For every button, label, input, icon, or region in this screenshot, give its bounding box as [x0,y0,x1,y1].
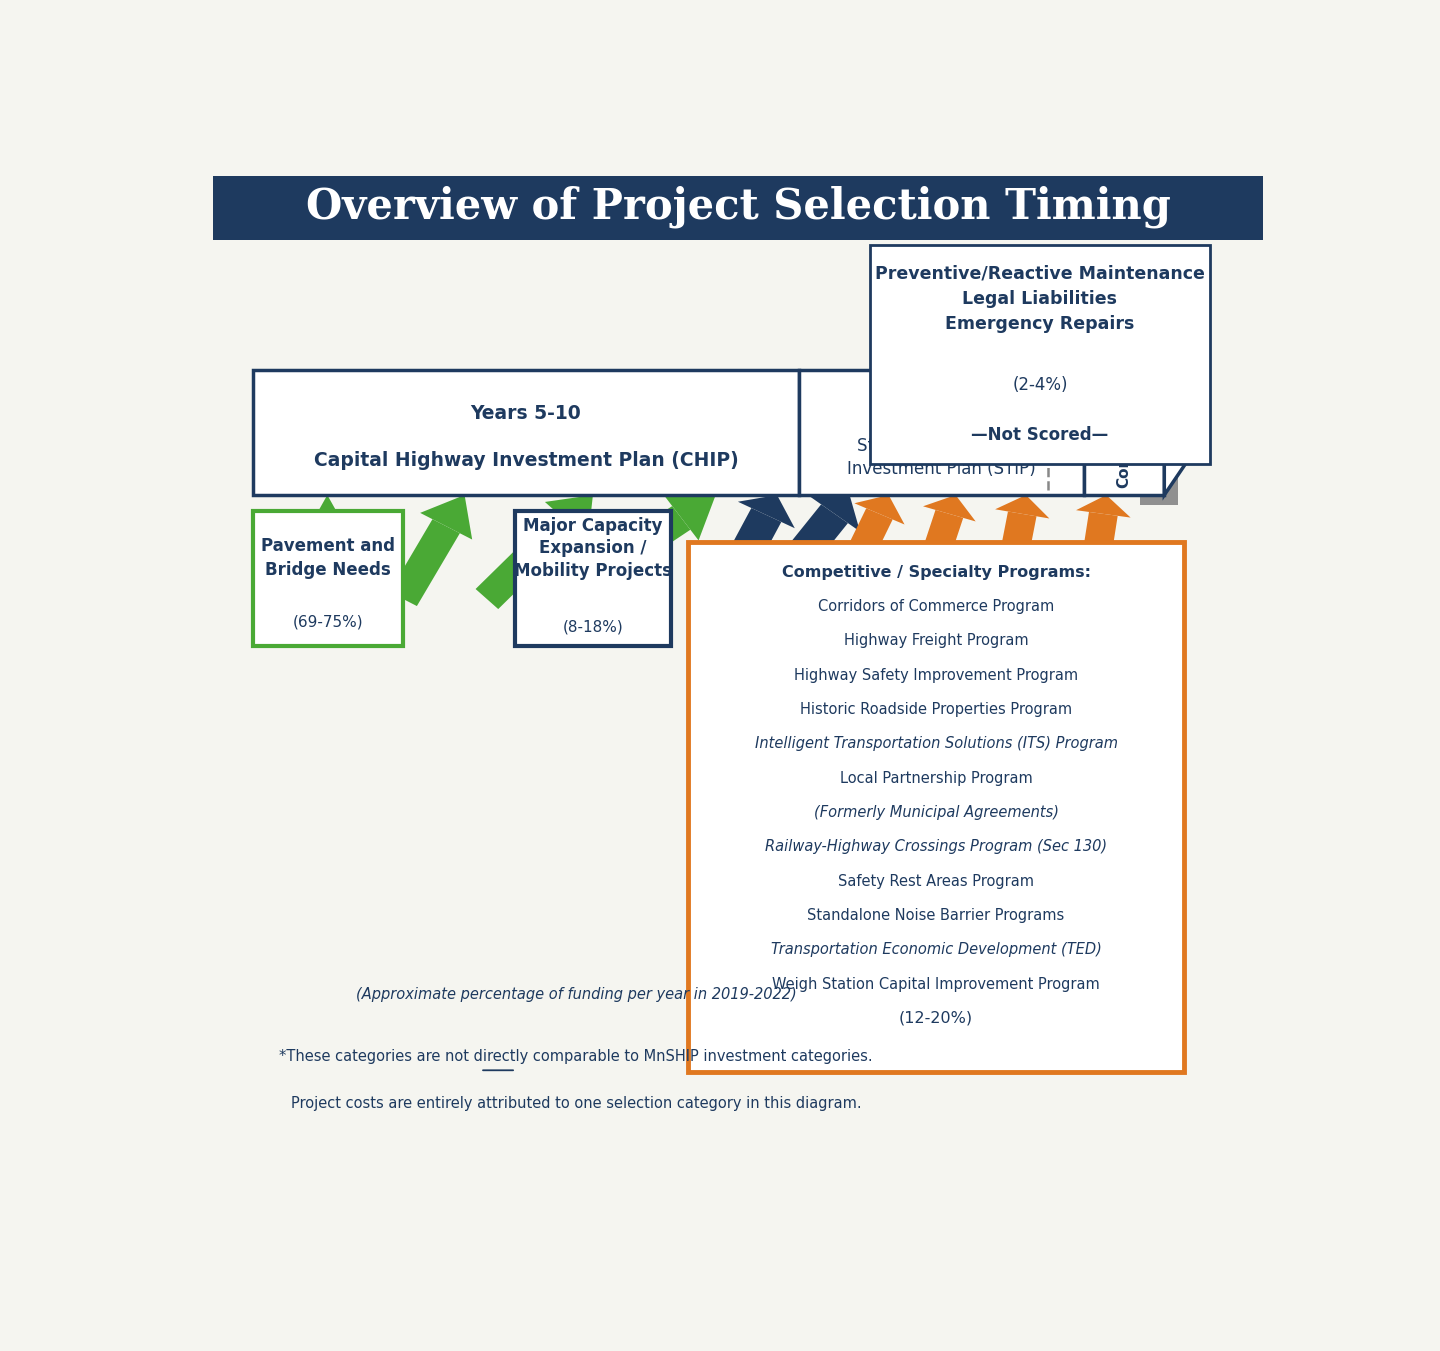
Text: Intelligent Transportation Solutions (ITS) Program: Intelligent Transportation Solutions (IT… [755,736,1117,751]
FancyBboxPatch shape [252,370,799,494]
Text: —Not Scored—: —Not Scored— [971,427,1109,444]
Text: Historic Roadside Properties Program: Historic Roadside Properties Program [801,703,1073,717]
Polygon shape [544,494,593,540]
Text: Years 1-4: Years 1-4 [893,396,991,415]
Polygon shape [729,508,782,565]
Polygon shape [475,511,577,609]
Polygon shape [420,494,472,539]
Polygon shape [1076,494,1130,517]
Polygon shape [786,504,848,567]
Text: Overview of Project Selection Timing: Overview of Project Selection Timing [305,185,1171,228]
Polygon shape [923,494,976,521]
Text: Transportation Economic Development (TED): Transportation Economic Development (TED… [770,943,1102,958]
Polygon shape [737,494,795,528]
Text: (2-4%): (2-4%) [1012,376,1067,394]
Polygon shape [848,508,893,558]
Text: Competitive / Specialty Programs:: Competitive / Specialty Programs: [782,565,1090,580]
Polygon shape [854,494,904,524]
Polygon shape [995,494,1050,519]
Text: Standalone Noise Barrier Programs: Standalone Noise Barrier Programs [808,908,1064,923]
Polygon shape [1083,512,1117,554]
Polygon shape [664,494,716,540]
FancyBboxPatch shape [252,511,403,646]
Text: (12-20%): (12-20%) [899,1011,973,1025]
Text: Local Partnership Program: Local Partnership Program [840,770,1032,786]
Text: Pavement and
Bridge Needs: Pavement and Bridge Needs [261,538,395,578]
Polygon shape [311,547,343,646]
FancyBboxPatch shape [799,370,1084,494]
Text: Project costs are entirely attributed to one selection category in this diagram.: Project costs are entirely attributed to… [291,1096,861,1111]
Polygon shape [923,509,963,557]
FancyBboxPatch shape [213,176,1263,240]
Polygon shape [298,494,357,547]
FancyBboxPatch shape [1084,370,1165,494]
Text: Safety Rest Areas Program: Safety Rest Areas Program [838,874,1034,889]
Polygon shape [1165,370,1207,494]
Text: Construction: Construction [1116,378,1132,488]
Text: *These categories are not directly comparable to MnSHIP investment categories.: *These categories are not directly compa… [279,1050,873,1065]
Text: State Transportation
Investment Plan (STIP): State Transportation Investment Plan (ST… [847,436,1035,478]
FancyBboxPatch shape [870,246,1210,463]
Polygon shape [389,519,459,607]
Text: (Formerly Municipal Agreements): (Formerly Municipal Agreements) [814,805,1058,820]
Text: Corridors of Commerce Program: Corridors of Commerce Program [818,598,1054,615]
Text: (8-18%): (8-18%) [563,619,624,635]
Text: (Approximate percentage of funding per year in 2019-2022): (Approximate percentage of funding per y… [356,986,796,1002]
Polygon shape [809,494,860,531]
Polygon shape [1140,443,1178,505]
Text: Preventive/Reactive Maintenance
Legal Liabilities
Emergency Repairs: Preventive/Reactive Maintenance Legal Li… [876,263,1205,334]
Text: Railway-Highway Crossings Program (Sec 130): Railway-Highway Crossings Program (Sec 1… [765,839,1107,854]
Text: (69-75%): (69-75%) [292,613,363,630]
Text: Highway Safety Improvement Program: Highway Safety Improvement Program [793,667,1079,682]
Text: Capital Highway Investment Plan (CHIP): Capital Highway Investment Plan (CHIP) [314,450,739,470]
Text: Years 5-10: Years 5-10 [471,404,582,423]
FancyBboxPatch shape [516,511,671,646]
Text: Major Capacity
Expansion /
Mobility Projects: Major Capacity Expansion / Mobility Proj… [514,516,672,581]
Text: Weigh Station Capital Improvement Program: Weigh Station Capital Improvement Progra… [772,977,1100,992]
Polygon shape [1001,512,1037,555]
FancyBboxPatch shape [688,542,1185,1073]
Polygon shape [1123,401,1195,443]
Text: Highway Freight Program: Highway Freight Program [844,634,1028,648]
Polygon shape [550,507,690,611]
